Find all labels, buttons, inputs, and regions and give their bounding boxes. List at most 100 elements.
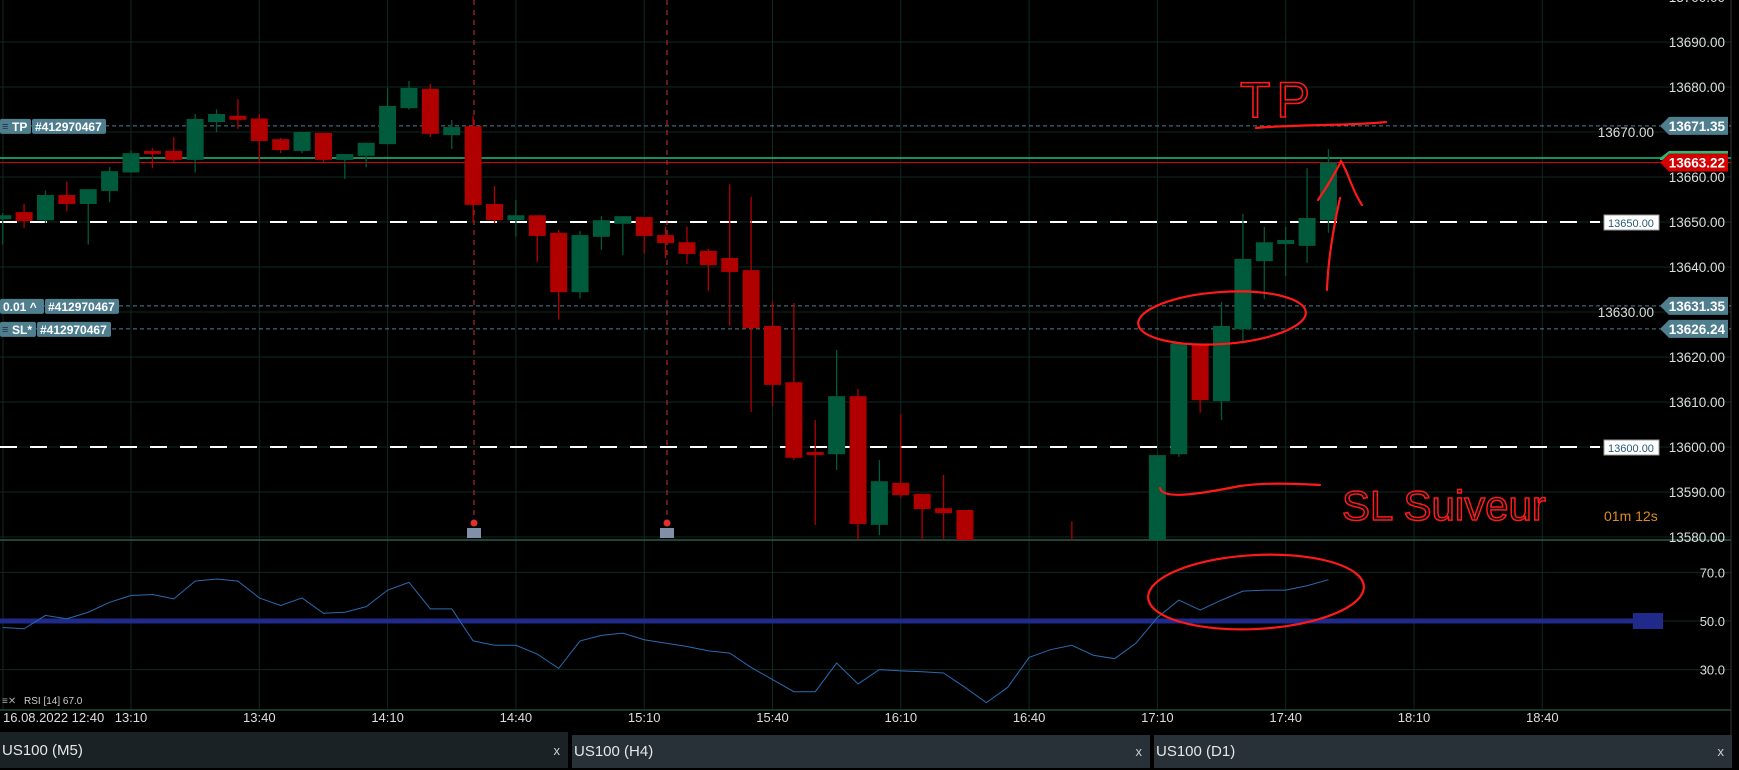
rsi-mid-tag (1633, 613, 1663, 629)
tab-us100-m5[interactable]: US100 (M5) x (0, 732, 568, 768)
price-axis-label: 13660.00 (1669, 170, 1725, 185)
time-axis-label: 13:40 (243, 710, 276, 725)
rsi-axis-label: 70.0 (1700, 565, 1725, 580)
candle-bullish (208, 114, 226, 123)
candle-bullish (1170, 343, 1188, 455)
price-axis-label: 13700.00 (1669, 0, 1725, 5)
time-axis-label: 13:10 (115, 710, 148, 725)
price-axis-label: 13630.00 (1598, 305, 1654, 320)
candle-bullish (828, 396, 846, 455)
candle-bearish (913, 493, 931, 510)
candle-bearish (763, 325, 781, 385)
time-axis-label: 16:10 (885, 710, 918, 725)
horizontal-levels (0, 0, 1731, 538)
candle-bearish (849, 396, 867, 524)
candle-bearish (785, 382, 803, 458)
candle-bullish (614, 216, 632, 224)
level-price-label: 13600.00 (1608, 443, 1654, 455)
price-axis-label: 13640.00 (1669, 260, 1725, 275)
time-axis-label: 17:10 (1141, 710, 1174, 725)
time-axis-label: 18:40 (1526, 710, 1559, 725)
tab-us100-h4[interactable]: US100 (H4) x (572, 735, 1150, 768)
tp-order-box (32, 118, 106, 134)
price-tags: 13700.0013650.0013600.0013671.3513663.22… (0, 116, 1728, 456)
current-price: 13663.22 (1669, 156, 1725, 171)
sl-label: SL* (12, 323, 32, 337)
candle-bullish (186, 118, 204, 160)
close-icon[interactable]: x (1717, 744, 1725, 759)
handwritten-annotations: TP SL Suiveur (1137, 71, 1547, 631)
time-axis-label: 15:10 (628, 710, 661, 725)
price-axis-label: 13620.00 (1669, 350, 1725, 365)
current-tag (1660, 153, 1728, 172)
entry-order-box (45, 298, 119, 314)
candle-bearish (528, 215, 546, 236)
entry-label: 0.01 ^ (3, 300, 37, 314)
time-axis-label: 18:10 (1398, 710, 1431, 725)
candle-bearish (635, 217, 653, 236)
candle-bullish (592, 220, 610, 237)
tp-price: 13671.35 (1669, 119, 1726, 134)
price-axis-label: 13590.00 (1669, 485, 1725, 500)
rsi-panel: RSI [14] 67.0 ≡✕ 50.0 70.0 30.0 (0, 565, 1725, 707)
price-axis-label: 13670.00 (1598, 125, 1654, 140)
tab-us100-d1[interactable]: US100 (D1) x (1154, 735, 1732, 768)
sl-label-box (0, 321, 36, 337)
tp-order-id: #412970467 (35, 120, 102, 134)
candle-bearish (165, 150, 183, 160)
rsi-axis-label: 30.0 (1700, 663, 1725, 678)
candle-bullish (1213, 325, 1231, 402)
candle-countdown: 01m 12s (1604, 508, 1658, 524)
candles (0, 81, 1337, 551)
candle-bearish (1063, 546, 1080, 551)
sl-line (1158, 482, 1322, 496)
tab-label[interactable]: US100 (H4) (574, 743, 654, 760)
candle-bullish (507, 215, 525, 221)
candle-bearish (143, 150, 161, 155)
candle-bullish (0, 215, 12, 220)
candle-bearish (956, 510, 974, 540)
time-axis-label: 17:40 (1269, 710, 1302, 725)
rsi-label: RSI [14] 67.0 (24, 696, 83, 707)
candle-bullish (400, 87, 418, 109)
sl-annotation: SL Suiveur (1342, 482, 1546, 529)
tp-label-box (0, 118, 31, 134)
tp-underline (1254, 120, 1388, 130)
candle-bullish (1277, 240, 1295, 245)
us-flag-icon (467, 528, 481, 538)
event-dot (663, 519, 671, 527)
candle-bearish (657, 235, 675, 244)
entry-price: 13631.35 (1669, 299, 1726, 314)
axes: 13700.00 13690.00 13680.00 13670.00 13660.00… (3, 0, 1725, 725)
close-icon[interactable]: x (1135, 744, 1143, 759)
tab-label[interactable]: US100 (M5) (2, 742, 83, 759)
level-price-label: 13650.00 (1608, 218, 1654, 230)
time-axis-label: 16.08.2022 12:40 (3, 710, 104, 725)
entry-circle (1137, 290, 1307, 346)
tp-annotation: TP (1240, 72, 1316, 128)
candle-bearish (486, 204, 504, 221)
candle-bearish (250, 118, 268, 141)
level-price-box (1603, 439, 1660, 456)
candle-bullish (293, 132, 311, 151)
candle-bearish (272, 139, 290, 150)
menu-icon: ≡ (2, 121, 8, 133)
menu-icon: ≡ (2, 324, 8, 336)
rsi-menu-icon: ≡✕ (2, 696, 16, 707)
tp-label: TP (12, 120, 27, 134)
price-chart[interactable]: RSI [14] 67.0 ≡✕ 50.0 70.0 30.0 13700.00 1369… (0, 0, 1739, 735)
candle-bearish (1191, 343, 1209, 401)
candle-bullish (1255, 242, 1273, 262)
candle-bearish (806, 451, 824, 456)
tab-label[interactable]: US100 (D1) (1156, 743, 1236, 760)
time-axis-label: 15:40 (756, 710, 789, 725)
candle-bearish (464, 126, 482, 205)
candle-bearish (742, 270, 760, 329)
time-axis-label: 16:40 (1013, 710, 1046, 725)
candle-bullish (1148, 455, 1166, 540)
candle-bearish (15, 212, 33, 222)
entry-order-id: #412970467 (48, 300, 115, 314)
sl-order-box (37, 321, 111, 337)
candle-bullish (379, 105, 397, 145)
close-icon[interactable]: x (553, 743, 561, 758)
